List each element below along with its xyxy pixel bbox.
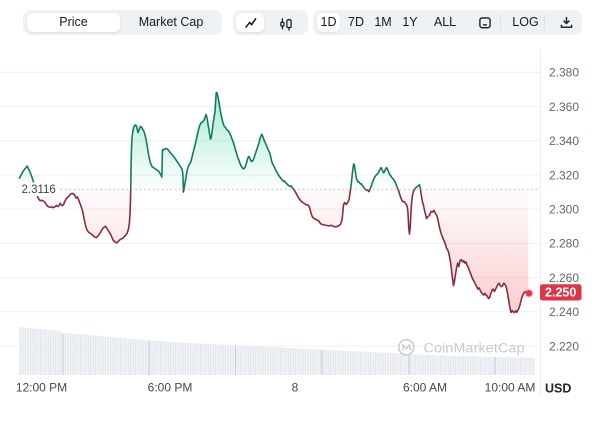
svg-text:CoinMarketCap: CoinMarketCap: [424, 340, 525, 356]
svg-text:2.240: 2.240: [549, 305, 579, 319]
svg-text:2.280: 2.280: [549, 237, 579, 251]
svg-text:2.260: 2.260: [549, 271, 579, 285]
svg-text:2.300: 2.300: [549, 203, 579, 217]
svg-text:10:00 AM: 10:00 AM: [485, 381, 536, 395]
svg-text:2.3116: 2.3116: [22, 184, 56, 196]
svg-text:2.320: 2.320: [549, 168, 579, 182]
svg-text:12:00 PM: 12:00 PM: [16, 381, 67, 395]
svg-text:USD: USD: [545, 382, 571, 396]
svg-text:2.360: 2.360: [549, 100, 579, 114]
svg-text:6:00 PM: 6:00 PM: [148, 381, 193, 395]
svg-text:8: 8: [292, 381, 299, 395]
svg-text:2.220: 2.220: [549, 339, 579, 353]
svg-text:6:00 AM: 6:00 AM: [403, 381, 447, 395]
svg-text:2.250: 2.250: [545, 285, 576, 299]
svg-text:2.340: 2.340: [549, 134, 579, 148]
svg-text:2.380: 2.380: [549, 66, 579, 80]
